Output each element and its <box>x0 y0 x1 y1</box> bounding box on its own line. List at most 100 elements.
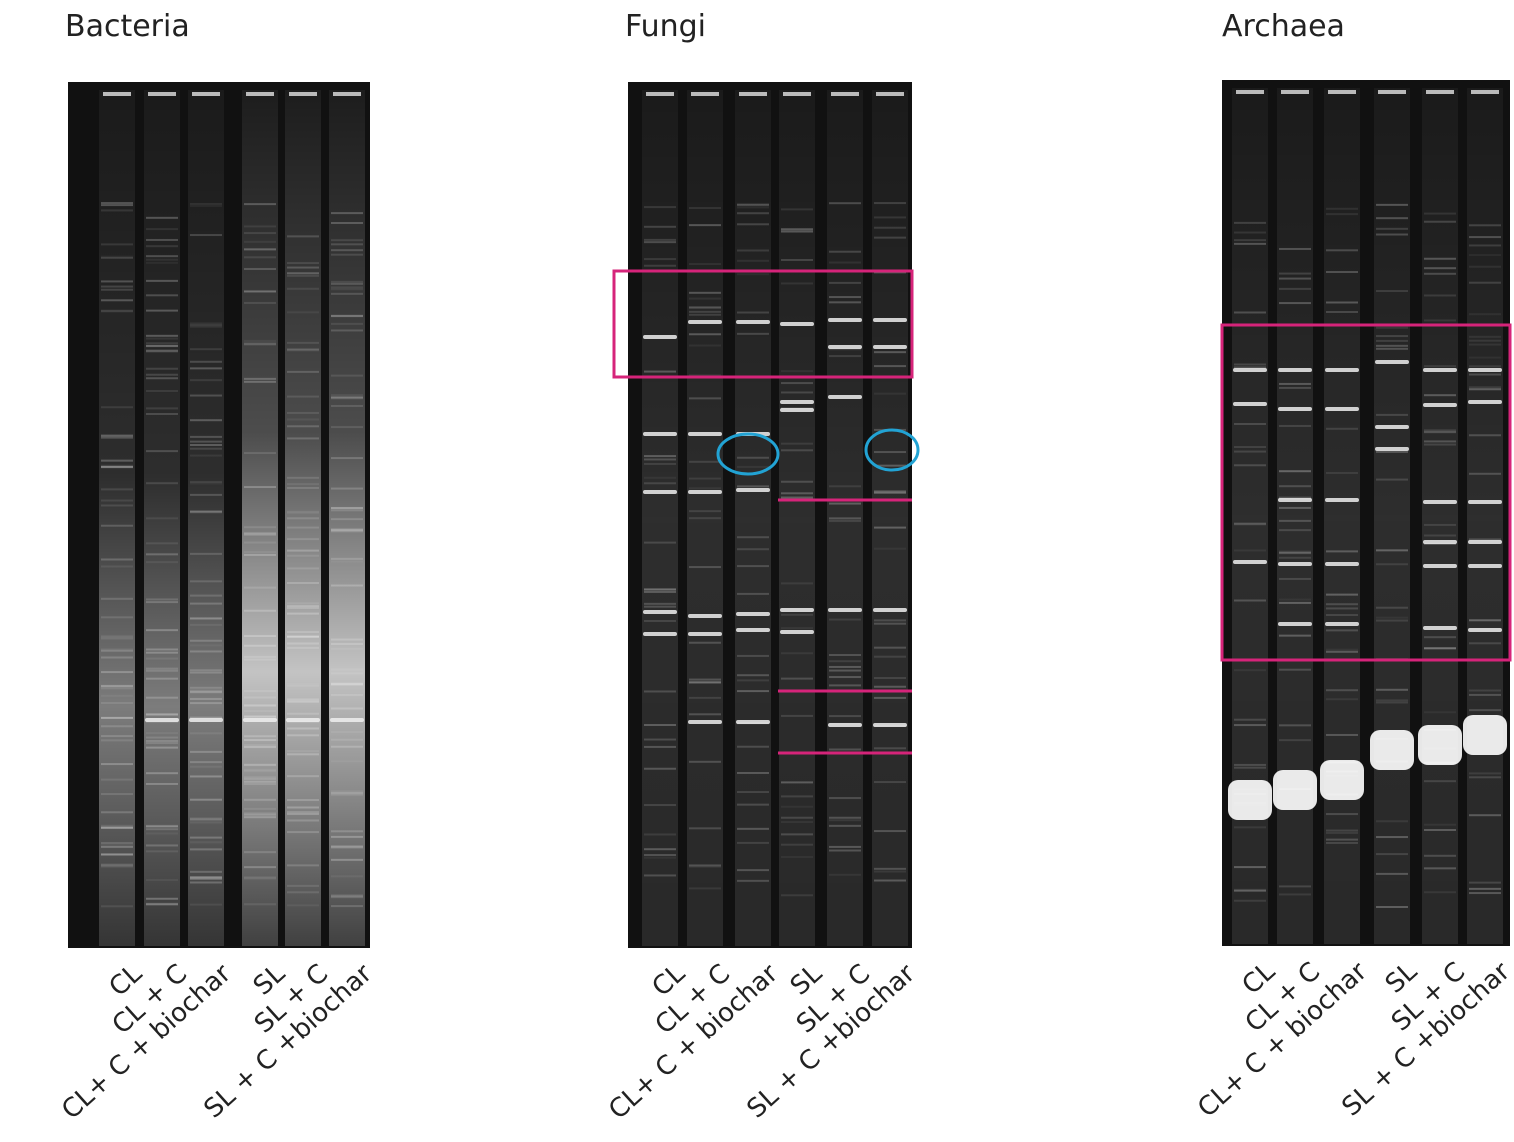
band <box>101 863 133 866</box>
band <box>1376 836 1408 839</box>
band <box>331 858 363 861</box>
well <box>1328 90 1356 94</box>
band <box>689 887 721 890</box>
band <box>1376 478 1408 481</box>
band <box>829 660 861 663</box>
band <box>101 841 133 844</box>
band <box>146 902 178 905</box>
band <box>874 685 906 688</box>
band <box>244 877 276 880</box>
band <box>244 815 276 818</box>
band <box>1424 891 1456 894</box>
band <box>781 805 813 808</box>
band <box>644 588 676 591</box>
band <box>1326 614 1358 617</box>
band <box>101 209 133 212</box>
band <box>146 367 178 370</box>
band <box>874 226 906 229</box>
band <box>287 831 319 834</box>
band <box>828 395 862 399</box>
band <box>287 510 319 513</box>
band <box>688 490 722 494</box>
band <box>101 824 133 827</box>
band <box>331 397 363 400</box>
band <box>1376 701 1408 704</box>
band <box>190 689 222 692</box>
band <box>1424 394 1456 397</box>
band <box>1376 619 1408 622</box>
band <box>190 348 222 351</box>
well <box>333 92 361 96</box>
band <box>829 797 861 800</box>
band <box>644 541 676 544</box>
band <box>874 677 906 680</box>
band <box>644 458 676 461</box>
band <box>1234 826 1266 829</box>
lane <box>779 90 815 946</box>
band <box>1468 400 1502 404</box>
band <box>689 297 721 300</box>
band <box>1279 302 1311 305</box>
band <box>287 712 319 715</box>
band <box>829 715 861 718</box>
band <box>244 341 276 344</box>
band <box>190 204 222 207</box>
band <box>737 803 769 806</box>
band <box>1234 523 1266 526</box>
band <box>1376 699 1408 702</box>
lane <box>827 90 863 946</box>
band <box>146 482 178 485</box>
band <box>689 696 721 699</box>
band <box>331 329 363 332</box>
band <box>287 425 319 428</box>
band <box>190 691 222 694</box>
band <box>874 351 906 354</box>
band <box>244 851 276 854</box>
band <box>1279 485 1311 488</box>
band <box>330 718 364 722</box>
band <box>101 280 133 283</box>
band <box>287 884 319 887</box>
band <box>101 310 133 313</box>
band <box>1326 829 1358 832</box>
band <box>689 487 721 490</box>
band <box>644 455 676 458</box>
band <box>190 881 222 884</box>
front <box>1370 730 1414 770</box>
band <box>689 333 721 336</box>
band <box>101 464 133 467</box>
band <box>146 713 178 716</box>
band <box>101 635 133 638</box>
band <box>644 804 676 807</box>
band <box>244 256 276 259</box>
band <box>737 311 769 314</box>
band <box>829 873 861 876</box>
band <box>1424 272 1456 275</box>
band <box>190 594 222 597</box>
band <box>689 397 721 400</box>
band <box>146 657 178 660</box>
band <box>190 552 222 555</box>
band <box>101 204 133 207</box>
band <box>287 483 319 486</box>
lane <box>872 90 908 946</box>
band <box>244 764 276 767</box>
band <box>1326 471 1358 474</box>
band <box>331 694 363 697</box>
band <box>1279 893 1311 896</box>
band <box>287 734 319 737</box>
band <box>1376 217 1408 220</box>
band <box>244 380 276 383</box>
band <box>244 486 276 489</box>
band <box>244 763 276 766</box>
band <box>331 668 363 671</box>
band <box>1326 301 1358 304</box>
band <box>189 718 223 722</box>
band <box>331 896 363 899</box>
band <box>737 791 769 794</box>
band <box>1279 634 1311 637</box>
front <box>1273 770 1317 810</box>
band <box>190 841 222 844</box>
band <box>737 203 769 206</box>
